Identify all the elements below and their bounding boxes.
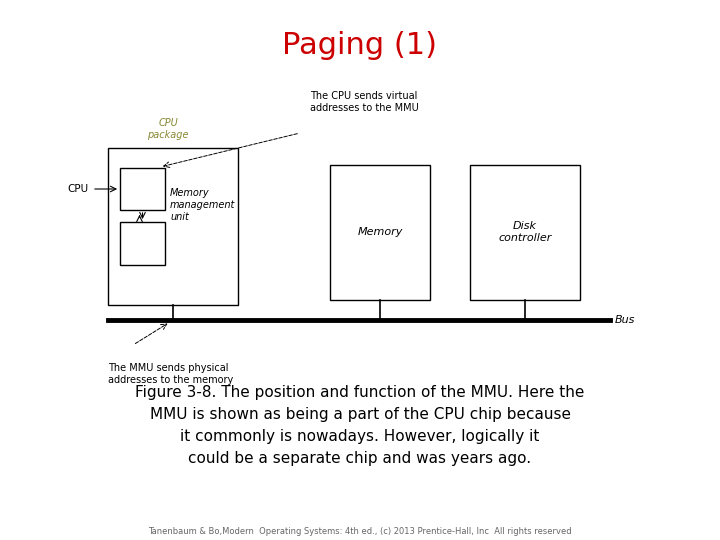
- Bar: [120, 222, 165, 265]
- Text: CPU: CPU: [67, 184, 88, 194]
- Bar: [120, 168, 165, 210]
- Text: Tanenbaum & Bo,Modern  Operating Systems: 4th ed., (c) 2013 Prentice-Hall, Inc  : Tanenbaum & Bo,Modern Operating Systems:…: [148, 527, 572, 536]
- Text: The MMU sends physical
addresses to the memory: The MMU sends physical addresses to the …: [108, 363, 233, 384]
- Text: CPU
package: CPU package: [148, 118, 189, 140]
- Text: Memory: Memory: [357, 227, 402, 237]
- Bar: [330, 165, 430, 300]
- Text: Disk
controller: Disk controller: [498, 221, 552, 243]
- Text: MMU is shown as being a part of the CPU chip because: MMU is shown as being a part of the CPU …: [150, 407, 570, 422]
- Text: Memory
management
unit: Memory management unit: [170, 188, 235, 221]
- Bar: [470, 165, 580, 300]
- Text: Figure 3-8. The position and function of the MMU. Here the: Figure 3-8. The position and function of…: [135, 385, 585, 400]
- Text: Bus: Bus: [615, 315, 635, 325]
- Text: it commonly is nowadays. However, logically it: it commonly is nowadays. However, logica…: [180, 429, 540, 444]
- Text: Paging (1): Paging (1): [282, 30, 438, 59]
- Text: The CPU sends virtual
addresses to the MMU: The CPU sends virtual addresses to the M…: [310, 91, 419, 113]
- Text: could be a separate chip and was years ago.: could be a separate chip and was years a…: [189, 451, 531, 466]
- Bar: [108, 148, 238, 305]
